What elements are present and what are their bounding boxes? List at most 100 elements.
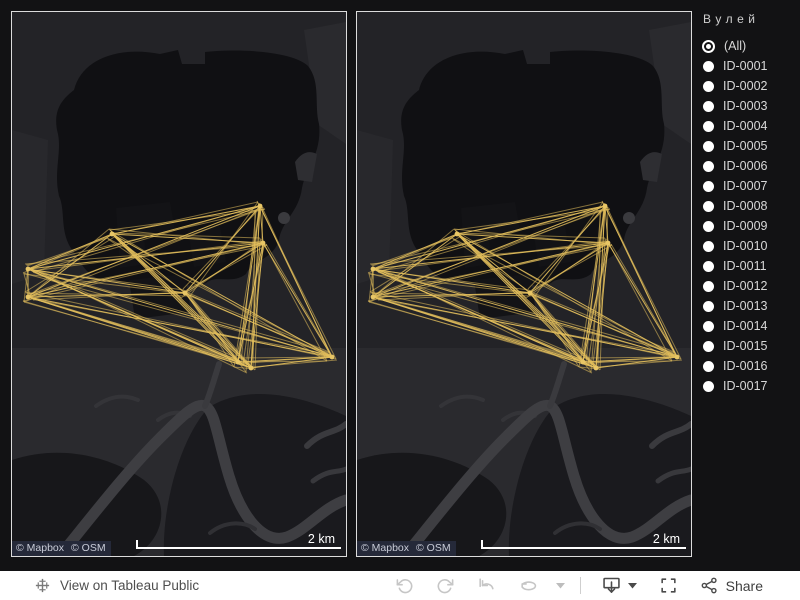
map-scale-bar: 2 km	[136, 532, 341, 549]
filter-option-label: ID-0008	[723, 199, 768, 213]
caret-down-icon	[555, 582, 565, 588]
filter-option-id-0001[interactable]: ID-0001	[701, 56, 800, 76]
radio-icon[interactable]	[703, 160, 714, 172]
radio-icon[interactable]	[703, 220, 714, 232]
map-scale-label: 2 km	[652, 531, 680, 546]
filter-option-id-0010[interactable]: ID-0010	[701, 236, 800, 256]
hive-node[interactable]	[605, 240, 611, 246]
radio-icon[interactable]	[703, 100, 714, 112]
filter-option-id-0011[interactable]: ID-0011	[701, 256, 800, 276]
download-icon	[602, 577, 620, 593]
fullscreen-button[interactable]	[648, 573, 689, 599]
filter-option-label: ID-0004	[723, 119, 768, 133]
radio-icon[interactable]	[703, 260, 714, 272]
hive-node[interactable]	[235, 359, 241, 365]
filter-title: Вулей	[703, 12, 760, 26]
filter-option-label: ID-0005	[723, 139, 768, 153]
map-panel-right[interactable]: 2 km © Mapbox © OSM	[356, 11, 692, 557]
radio-icon[interactable]	[703, 380, 714, 392]
filter-option-id-0012[interactable]: ID-0012	[701, 276, 800, 296]
refresh-options-caret[interactable]	[550, 573, 571, 599]
replay-button[interactable]	[466, 573, 507, 599]
hive-node[interactable]	[260, 240, 266, 246]
view-on-tableau-public-link[interactable]: View on Tableau Public	[34, 577, 199, 594]
hive-node[interactable]	[25, 266, 31, 272]
radio-icon[interactable]	[703, 140, 714, 152]
radio-icon[interactable]	[703, 200, 714, 212]
radio-icon[interactable]	[703, 80, 714, 92]
filter-option-id-0009[interactable]: ID-0009	[701, 216, 800, 236]
redo-button[interactable]	[425, 573, 466, 599]
radio-icon[interactable]	[703, 240, 714, 252]
map-scale-bar: 2 km	[481, 532, 686, 549]
map-attribution: © Mapbox © OSM	[12, 541, 111, 556]
filter-option-id-0008[interactable]: ID-0008	[701, 196, 800, 216]
osm-attribution-link[interactable]: © OSM	[416, 542, 451, 554]
map-panel-left[interactable]: 2 km © Mapbox © OSM	[11, 11, 347, 557]
share-button[interactable]: Share	[689, 573, 774, 599]
radio-icon[interactable]	[703, 340, 714, 352]
radio-icon[interactable]	[703, 320, 714, 332]
filter-option-id-0004[interactable]: ID-0004	[701, 116, 800, 136]
radio-icon[interactable]	[703, 360, 714, 372]
radio-icon[interactable]	[703, 280, 714, 292]
filter-option-label: ID-0001	[723, 59, 768, 73]
filter-option-label: ID-0007	[723, 179, 768, 193]
mapbox-attribution-link[interactable]: © Mapbox	[16, 542, 65, 554]
filter-option-label: ID-0014	[723, 319, 768, 333]
radio-icon[interactable]	[703, 180, 714, 192]
hive-node[interactable]	[109, 231, 115, 237]
filter-option-label: ID-0011	[723, 259, 767, 273]
hive-node[interactable]	[580, 359, 586, 365]
download-caret-icon	[627, 582, 637, 588]
filter-option-id-0016[interactable]: ID-0016	[701, 356, 800, 376]
view-on-tableau-public-label: View on Tableau Public	[60, 578, 200, 593]
filter-option-label: ID-0002	[723, 79, 768, 93]
refresh-icon	[521, 581, 536, 591]
hive-node[interactable]	[25, 294, 31, 300]
toolbar-actions: Share	[384, 573, 774, 599]
hive-node[interactable]	[257, 203, 263, 209]
filter-option-id-0003[interactable]: ID-0003	[701, 96, 800, 116]
hive-node[interactable]	[370, 266, 376, 272]
filter-option-id-0015[interactable]: ID-0015	[701, 336, 800, 356]
hive-node[interactable]	[674, 354, 680, 360]
radio-icon[interactable]	[703, 300, 714, 312]
refresh-button[interactable]	[507, 573, 550, 599]
hive-node[interactable]	[454, 231, 460, 237]
filter-option-label: ID-0010	[723, 239, 768, 253]
undo-icon	[396, 579, 413, 594]
radio-selected-icon[interactable]	[702, 39, 715, 53]
filter-option-label: (All)	[724, 39, 747, 53]
tableau-toolbar: View on Tableau Public	[0, 571, 800, 600]
download-button[interactable]	[590, 573, 648, 599]
filter-option-id-0002[interactable]: ID-0002	[701, 76, 800, 96]
hive-node[interactable]	[527, 290, 533, 296]
filter-option-id-0005[interactable]: ID-0005	[701, 136, 800, 156]
filter-option-id-0017[interactable]: ID-0017	[701, 376, 800, 396]
hive-node[interactable]	[182, 290, 188, 296]
hive-node[interactable]	[329, 354, 335, 360]
radio-icon[interactable]	[703, 60, 714, 72]
filter-option-label: ID-0013	[723, 299, 768, 313]
filter-option-label: ID-0003	[723, 99, 768, 113]
hive-node[interactable]	[593, 365, 599, 371]
osm-attribution-link[interactable]: © OSM	[71, 542, 106, 554]
tableau-logo-icon	[35, 578, 50, 593]
filter-option-id-0014[interactable]: ID-0014	[701, 316, 800, 336]
filter-option-id-0007[interactable]: ID-0007	[701, 176, 800, 196]
filter-option-id-0013[interactable]: ID-0013	[701, 296, 800, 316]
hive-node[interactable]	[370, 294, 376, 300]
toolbar-separator	[579, 577, 581, 594]
hive-node[interactable]	[248, 365, 254, 371]
mapbox-attribution-link[interactable]: © Mapbox	[361, 542, 410, 554]
hive-node[interactable]	[602, 203, 608, 209]
hive-network-graphic	[367, 200, 683, 374]
share-icon	[701, 577, 717, 594]
redo-icon	[437, 579, 454, 594]
replay-icon	[479, 578, 494, 590]
filter-option-id-0006[interactable]: ID-0006	[701, 156, 800, 176]
undo-button[interactable]	[384, 573, 425, 599]
radio-icon[interactable]	[703, 120, 714, 132]
filter-option-all[interactable]: (All)	[701, 36, 800, 56]
